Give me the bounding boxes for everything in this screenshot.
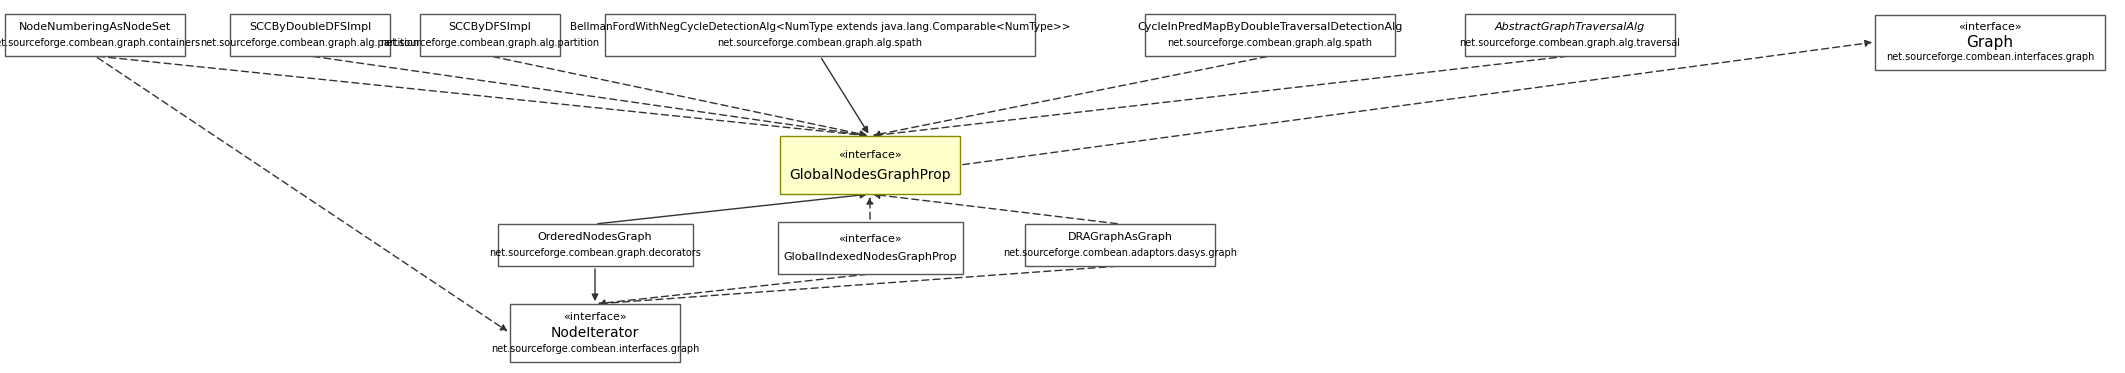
Text: net.sourceforge.combean.adaptors.dasys.graph: net.sourceforge.combean.adaptors.dasys.g… <box>1003 248 1237 258</box>
Text: net.sourceforge.combean.graph.alg.spath: net.sourceforge.combean.graph.alg.spath <box>1167 38 1373 48</box>
Bar <box>421 14 561 56</box>
Bar <box>1874 15 2106 69</box>
Bar <box>1024 224 1216 266</box>
Bar <box>606 14 1035 56</box>
Text: net.sourceforge.combean.interfaces.graph: net.sourceforge.combean.interfaces.graph <box>1885 52 2095 62</box>
Text: DRAGraphAsGraph: DRAGraphAsGraph <box>1067 232 1173 242</box>
Text: OrderedNodesGraph: OrderedNodesGraph <box>538 232 652 242</box>
Text: net.sourceforge.combean.graph.alg.partition: net.sourceforge.combean.graph.alg.partit… <box>380 38 599 48</box>
Text: BellmanFordWithNegCycleDetectionAlg<NumType extends java.lang.Comparable<NumType: BellmanFordWithNegCycleDetectionAlg<NumT… <box>570 22 1071 32</box>
Text: net.sourceforge.combean.graph.alg.spath: net.sourceforge.combean.graph.alg.spath <box>718 38 922 48</box>
Bar <box>510 304 680 362</box>
Text: CycleInPredMapByDoubleTraversalDetectionAlg: CycleInPredMapByDoubleTraversalDetection… <box>1137 22 1402 32</box>
Bar <box>4 14 185 56</box>
Bar <box>1145 14 1394 56</box>
Bar <box>780 136 960 194</box>
Text: NodeNumberingAsNodeSet: NodeNumberingAsNodeSet <box>19 22 172 32</box>
Text: SCCByDoubleDFSImpl: SCCByDoubleDFSImpl <box>249 22 372 32</box>
Bar <box>1464 14 1674 56</box>
Text: SCCByDFSImpl: SCCByDFSImpl <box>448 22 531 32</box>
Bar <box>497 224 693 266</box>
Text: «interface»: «interface» <box>837 233 901 244</box>
Text: Graph: Graph <box>1966 34 2014 50</box>
Text: GlobalIndexedNodesGraphProp: GlobalIndexedNodesGraphProp <box>784 253 956 262</box>
Text: «interface»: «interface» <box>837 150 901 160</box>
Text: net.sourceforge.combean.graph.decorators: net.sourceforge.combean.graph.decorators <box>489 248 701 258</box>
Text: net.sourceforge.combean.graph.containers: net.sourceforge.combean.graph.containers <box>0 38 200 48</box>
Text: net.sourceforge.combean.graph.alg.partition: net.sourceforge.combean.graph.alg.partit… <box>200 38 419 48</box>
Text: net.sourceforge.combean.interfaces.graph: net.sourceforge.combean.interfaces.graph <box>491 344 699 354</box>
Text: GlobalNodesGraphProp: GlobalNodesGraphProp <box>788 169 950 182</box>
Text: «interface»: «interface» <box>1959 22 2021 32</box>
Text: «interface»: «interface» <box>563 312 627 322</box>
Bar <box>230 14 391 56</box>
Text: NodeIterator: NodeIterator <box>550 326 640 340</box>
Text: AbstractGraphTraversalAlg: AbstractGraphTraversalAlg <box>1494 22 1645 32</box>
Bar <box>778 222 963 274</box>
Text: net.sourceforge.combean.graph.alg.traversal: net.sourceforge.combean.graph.alg.traver… <box>1460 38 1681 48</box>
